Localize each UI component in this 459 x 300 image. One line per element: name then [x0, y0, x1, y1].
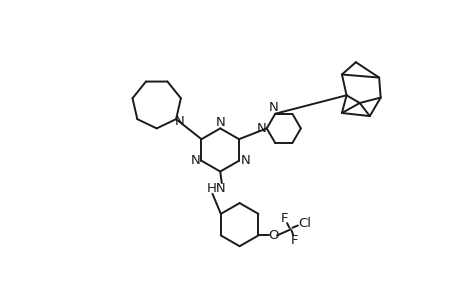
Text: Cl: Cl	[298, 217, 311, 230]
Text: N: N	[215, 116, 224, 129]
Text: N: N	[190, 154, 200, 167]
Text: F: F	[290, 233, 297, 247]
Text: HN: HN	[206, 182, 226, 195]
Text: N: N	[240, 154, 250, 167]
Text: F: F	[280, 212, 288, 225]
Text: O: O	[267, 229, 278, 242]
Text: N: N	[174, 115, 184, 128]
Text: N: N	[268, 101, 278, 114]
Text: N: N	[257, 122, 266, 135]
